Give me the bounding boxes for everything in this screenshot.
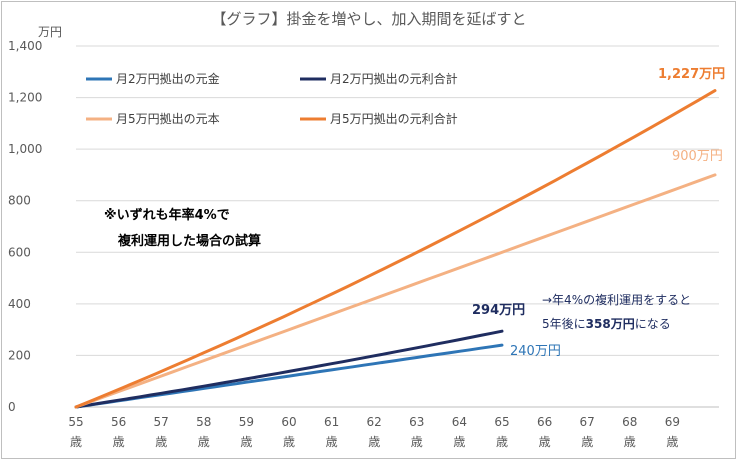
x-tick-label: 59 <box>239 415 254 429</box>
legend-label-2-total: 月2万円拠出の元利合計 <box>330 71 458 86</box>
callout-line2-post: になる <box>635 317 671 331</box>
y-axis-unit: 万円 <box>38 25 62 39</box>
y-tick-label: 1,200 <box>8 91 42 105</box>
x-tick-label: 60 <box>281 415 296 429</box>
series-line-5-total <box>74 89 717 409</box>
label-5-total-end: 1,227万円 <box>658 67 725 82</box>
label-2-total-end: 294万円 <box>472 303 525 318</box>
callout-line2-pre: 5年後に <box>542 317 586 331</box>
series-line-2-total <box>74 329 504 409</box>
x-tick-age-suffix: 歳 <box>155 435 167 449</box>
y-tick-label: 1,000 <box>8 142 42 156</box>
y-tick-label: 1,400 <box>8 39 42 53</box>
y-tick-label: 200 <box>8 348 31 362</box>
y-tick-label: 800 <box>8 194 31 208</box>
legend-label-2-principal: 月2万円拠出の元金 <box>116 71 220 86</box>
label-5-principal-end: 900万円 <box>672 149 723 164</box>
y-tick-label: 0 <box>8 400 16 414</box>
x-tick-age-suffix: 歳 <box>539 435 551 449</box>
callout-line2: 5年後に358万円になる <box>542 317 671 331</box>
y-tick-label: 600 <box>8 245 31 259</box>
x-tick-age-suffix: 歳 <box>496 435 508 449</box>
x-tick-label: 57 <box>154 415 169 429</box>
x-tick-label: 58 <box>196 415 211 429</box>
x-tick-age-suffix: 歳 <box>113 435 125 449</box>
x-tick-label: 64 <box>452 415 467 429</box>
x-tick-age-suffix: 歳 <box>624 435 636 449</box>
x-tick-label: 61 <box>324 415 339 429</box>
assumption-note-line1: ※いずれも年率4%で <box>104 207 230 223</box>
x-tick-label: 67 <box>580 415 595 429</box>
x-tick-label: 69 <box>665 415 680 429</box>
x-tick-label: 66 <box>537 415 552 429</box>
callout-line1: →年4%の複利運用をすると <box>542 292 691 307</box>
x-tick-age-suffix: 歳 <box>411 435 423 449</box>
x-tick-age-suffix: 歳 <box>453 435 465 449</box>
x-tick-age-suffix: 歳 <box>581 435 593 449</box>
y-tick-label: 400 <box>8 297 31 311</box>
x-tick-age-suffix: 歳 <box>70 435 82 449</box>
x-tick-label: 68 <box>622 415 637 429</box>
x-tick-age-suffix: 歳 <box>326 435 338 449</box>
label-2-principal-end: 240万円 <box>510 344 561 359</box>
legend-label-5-total: 月5万円拠出の元利合計 <box>330 111 458 126</box>
x-tick-label: 62 <box>367 415 382 429</box>
x-tick-label: 56 <box>111 415 126 429</box>
callout-line2-amount: 358万円 <box>586 317 635 331</box>
x-tick-label: 63 <box>409 415 424 429</box>
x-tick-age-suffix: 歳 <box>283 435 295 449</box>
x-tick-age-suffix: 歳 <box>368 435 380 449</box>
x-tick-age-suffix: 歳 <box>198 435 210 449</box>
legend-label-5-principal: 月5万円拠出の元本 <box>116 112 220 126</box>
x-tick-age-suffix: 歳 <box>666 435 678 449</box>
series-line-5-principal <box>74 173 717 409</box>
x-tick-age-suffix: 歳 <box>240 435 252 449</box>
x-tick-label: 65 <box>494 415 509 429</box>
assumption-note-line2: 複利運用した場合の試算 <box>117 233 261 249</box>
chart-title: 【グラフ】掛金を増やし、加入期間を延ばすと <box>211 10 526 28</box>
x-tick-label: 55 <box>68 415 83 429</box>
